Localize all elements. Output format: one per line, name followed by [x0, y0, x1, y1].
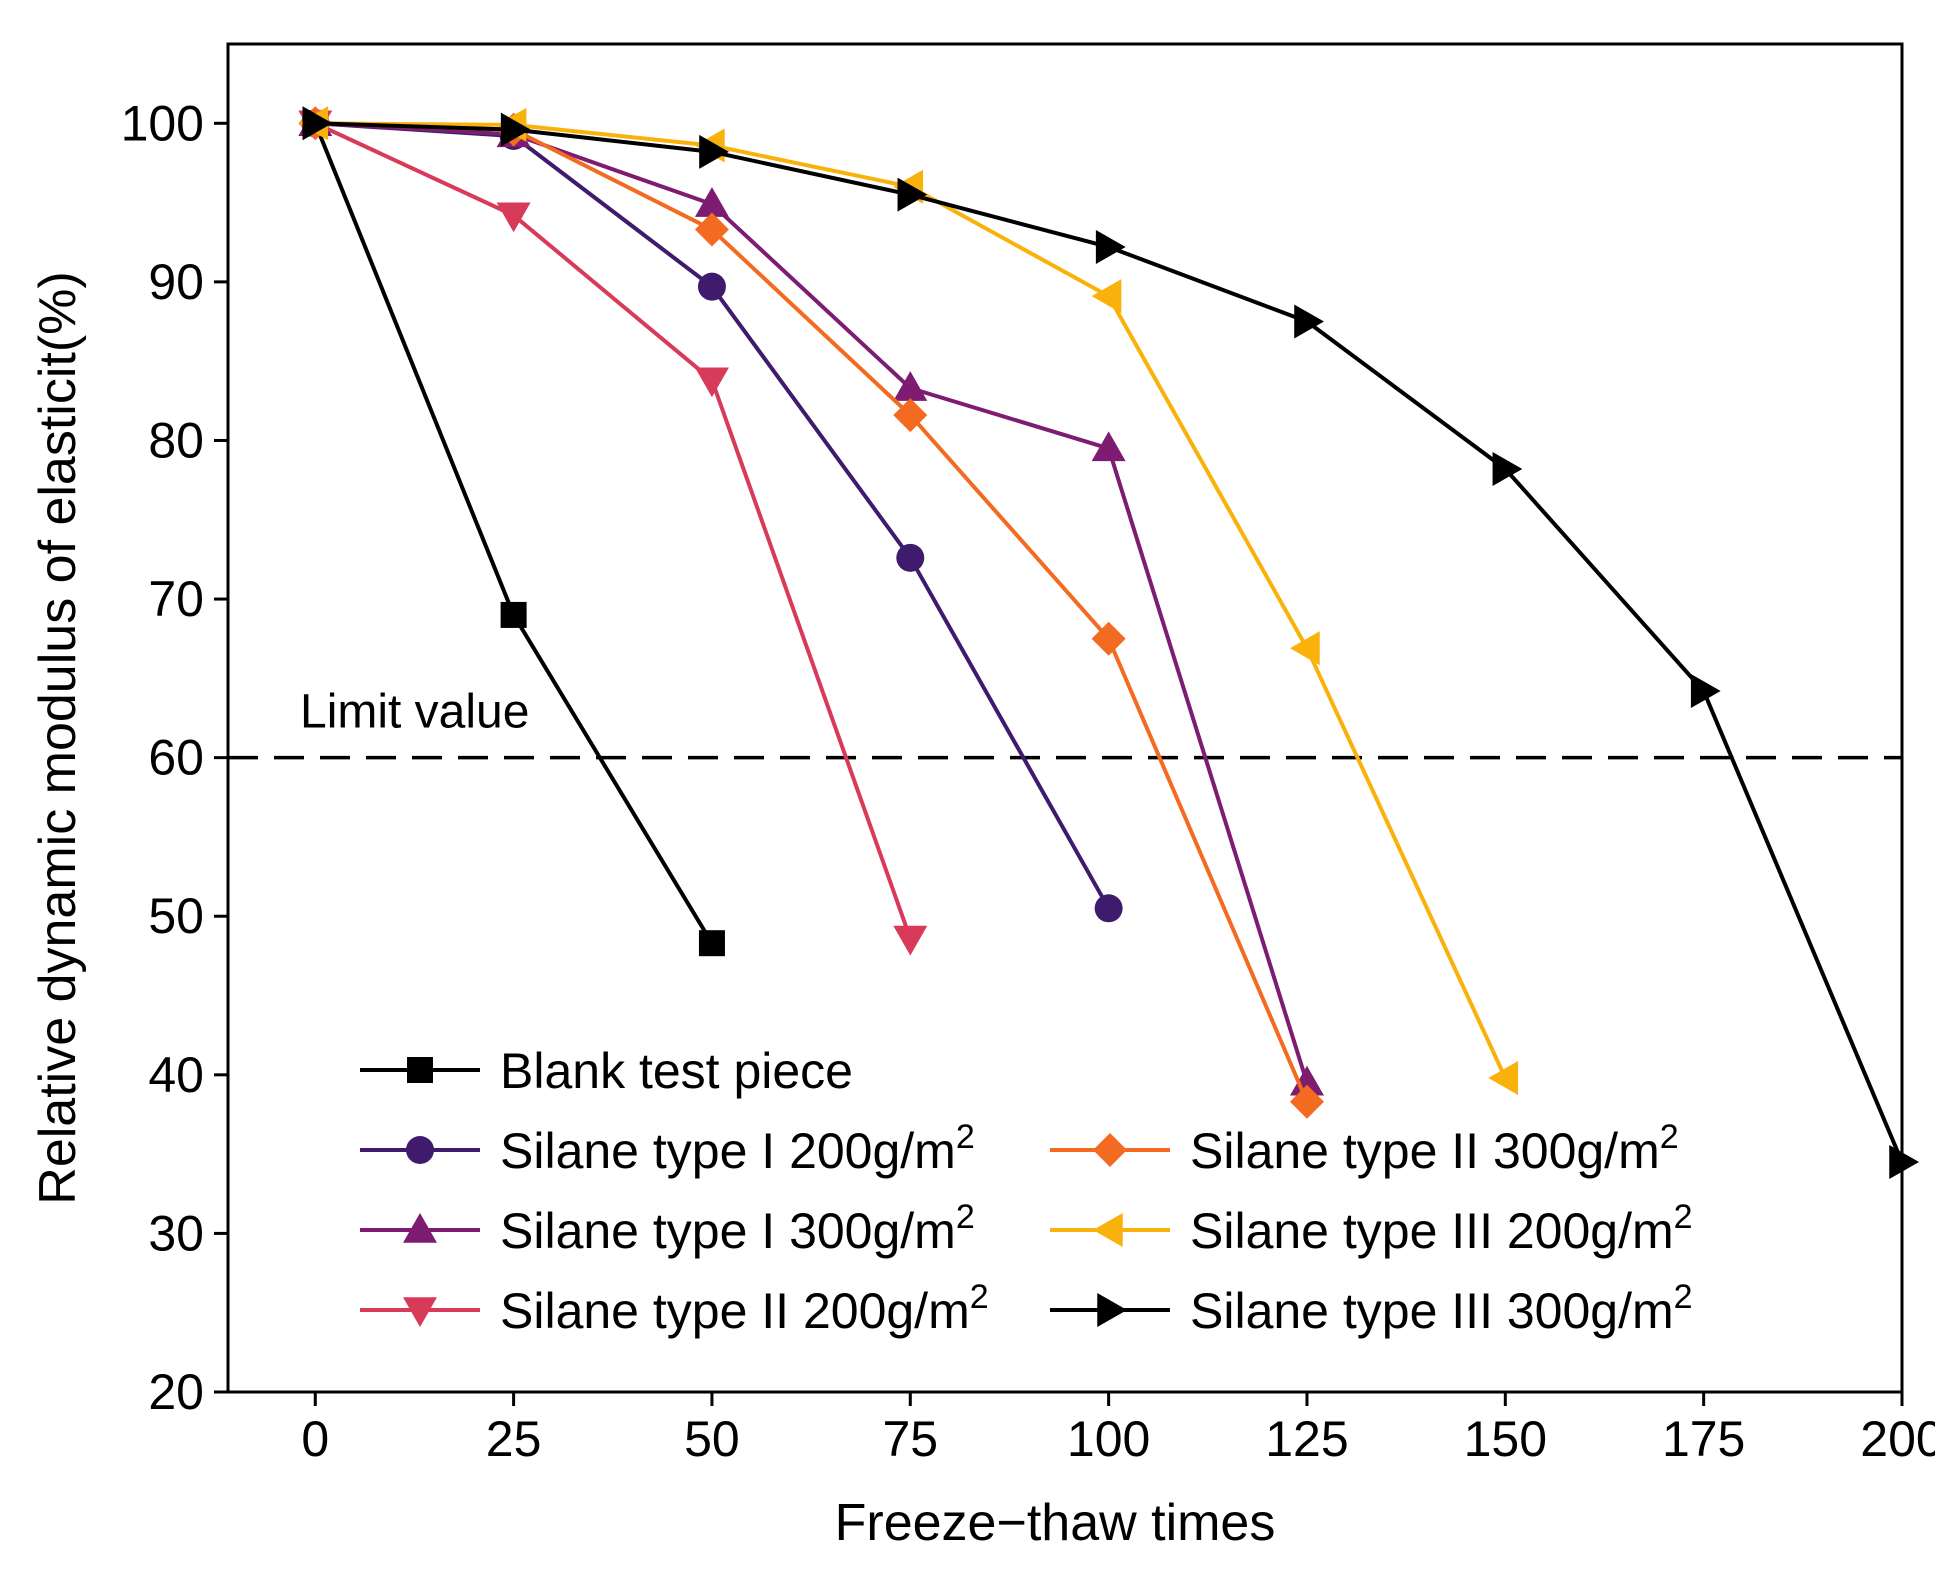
data-point [1488, 1060, 1519, 1095]
y-tick-label: 100 [121, 95, 204, 151]
series-5 [298, 106, 1324, 1119]
legend-entry: Silane type III 200g/m2 [1050, 1198, 1693, 1259]
legend-entry: Silane type II 200g/m2 [360, 1278, 989, 1339]
legend-label: Silane type II 300g/m2 [1190, 1118, 1679, 1179]
data-point [1289, 631, 1320, 666]
legend-marker [1097, 1293, 1127, 1327]
y-tick-label: 20 [148, 1364, 204, 1420]
y-tick-label: 60 [148, 730, 204, 786]
series-7 [302, 106, 1919, 1180]
series-3 [298, 106, 1324, 1096]
data-point [500, 112, 531, 147]
data-point [893, 371, 928, 401]
y-tick-label: 50 [148, 888, 204, 944]
legend-label-superscript: 2 [956, 1118, 975, 1156]
plot-frame [226, 42, 1904, 1394]
x-tick-label: 50 [684, 1411, 740, 1467]
legend-label: Silane type II 200g/m2 [500, 1278, 989, 1339]
legend-entry: Silane type III 300g/m2 [1050, 1278, 1693, 1339]
legend-label: Silane type III 300g/m2 [1190, 1278, 1693, 1339]
data-point [698, 930, 725, 957]
data-point [1095, 229, 1126, 264]
x-tick-label: 25 [486, 1411, 542, 1467]
legend-label-superscript: 2 [1674, 1278, 1693, 1316]
legend-label-superscript: 2 [1660, 1118, 1679, 1156]
legend-marker [407, 1057, 433, 1083]
legend-marker [406, 1136, 434, 1164]
x-tick-label: 200 [1860, 1411, 1935, 1467]
legend-marker [403, 1297, 437, 1327]
data-point [496, 202, 531, 233]
series-line [315, 121, 1309, 1084]
x-axis-title: Freeze−thaw times [835, 1494, 1276, 1552]
data-point [1091, 279, 1122, 314]
legend-entry: Silane type I 200g/m2 [360, 1118, 975, 1179]
data-point [697, 272, 726, 301]
y-tick-label: 40 [148, 1047, 204, 1103]
data-point [1091, 431, 1126, 462]
data-point [1294, 304, 1324, 339]
data-point [1289, 1084, 1324, 1119]
legend-label-superscript: 2 [1674, 1198, 1693, 1236]
limit-value-label: Limit value [300, 686, 529, 739]
data-point [1492, 452, 1523, 487]
data-point [1094, 894, 1123, 923]
data-point [893, 398, 928, 433]
legend-label-text: Silane type III 200g/m [1190, 1203, 1674, 1259]
legend-label: Silane type III 200g/m2 [1190, 1198, 1693, 1259]
legend-label-text: Silane type I 300g/m [500, 1203, 956, 1259]
legend-label-superscript: 2 [970, 1278, 989, 1316]
data-point [694, 367, 729, 398]
data-point [500, 601, 527, 628]
series-line [313, 122, 714, 945]
plot-area: 0 25 50 75 100 125 150 175 200 20 30 40 50 60 70 80 90 10… [121, 42, 1935, 1467]
series-line [314, 121, 913, 940]
legend-label-text: Silane type III 300g/m [1190, 1283, 1674, 1339]
data-point [699, 134, 729, 169]
data-point [897, 177, 928, 212]
x-tick-label: 175 [1662, 1411, 1745, 1467]
data-point [694, 212, 729, 247]
legend-label-text: Silane type II 200g/m [500, 1283, 970, 1339]
legend-entry: Blank test piece [360, 1043, 853, 1099]
y-tick-label: 90 [148, 254, 204, 310]
legend-marker [1093, 1133, 1127, 1167]
y-tick-label: 30 [148, 1205, 204, 1261]
legend-label: Blank test piece [500, 1043, 853, 1099]
x-tick-label: 75 [882, 1411, 938, 1467]
data-point [694, 187, 729, 217]
data-point [1889, 1145, 1919, 1180]
x-tick-label: 150 [1464, 1411, 1547, 1467]
y-tick-label: 80 [148, 412, 204, 468]
series-1 [302, 110, 725, 957]
legend-label-text: Silane type I 200g/m [500, 1123, 956, 1179]
data-point [1289, 1065, 1324, 1096]
legend-label: Silane type I 300g/m2 [500, 1198, 975, 1259]
y-tick-label: 70 [148, 571, 204, 627]
legend-label-superscript: 2 [956, 1198, 975, 1236]
legend-label-text: Blank test piece [500, 1043, 853, 1099]
data-point [893, 925, 928, 956]
legend-label-text: Silane type II 300g/m [1190, 1123, 1660, 1179]
y-axis-title: Relative dynamic modulus of elasticit(%) [29, 271, 87, 1204]
x-tick-label: 125 [1265, 1411, 1348, 1467]
legend-marker [1093, 1213, 1123, 1247]
legend-marker [403, 1213, 437, 1243]
legend-entry: Silane type II 300g/m2 [1050, 1118, 1679, 1179]
data-point [896, 543, 925, 572]
x-tick-label: 100 [1067, 1411, 1150, 1467]
data-point [302, 106, 333, 141]
data-point [1091, 621, 1126, 656]
data-point [1690, 674, 1721, 709]
x-tick-label: 0 [301, 1411, 329, 1467]
legend-entry: Silane type I 300g/m2 [360, 1198, 975, 1259]
series-4 [298, 110, 928, 956]
legend-label: Silane type I 200g/m2 [500, 1118, 975, 1179]
